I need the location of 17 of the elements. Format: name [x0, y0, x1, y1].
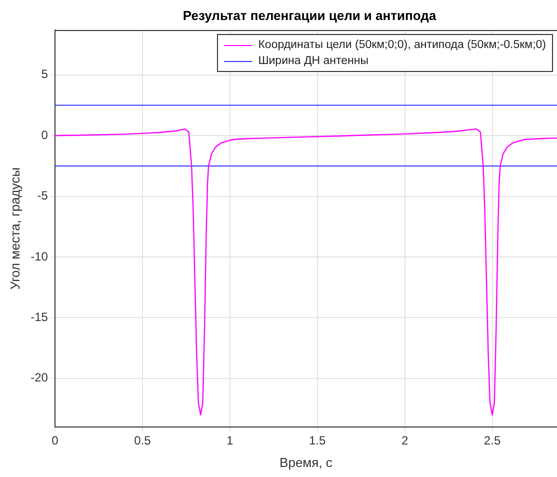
x-axis-title: Время, с: [280, 454, 333, 470]
x-tick-label: 0.5: [134, 434, 152, 448]
x-tick-label: 2.5: [484, 434, 501, 448]
x-tick-label: 0: [52, 434, 59, 448]
x-tick-label: 1.5: [309, 434, 326, 448]
legend-label: Координаты цели (50км;0;0), антипода (50км;-0.5км;0): [258, 38, 546, 53]
legend-label: Ширина ДН антенны: [258, 54, 368, 69]
y-tick-label: -10: [30, 249, 48, 264]
x-tick-label: 2: [401, 434, 408, 448]
y-tick-label: 0: [41, 128, 48, 142]
y-tick-label: -15: [30, 310, 48, 324]
y-tick-label: 5: [41, 67, 48, 82]
chart-title: Результат пеленгации цели и антипода: [182, 8, 438, 23]
y-tick-label: -20: [30, 370, 48, 385]
y-axis-title: Угол места, градусы: [7, 167, 22, 290]
x-tick-label: 1: [226, 434, 234, 448]
y-tick-label: -5: [37, 188, 48, 203]
